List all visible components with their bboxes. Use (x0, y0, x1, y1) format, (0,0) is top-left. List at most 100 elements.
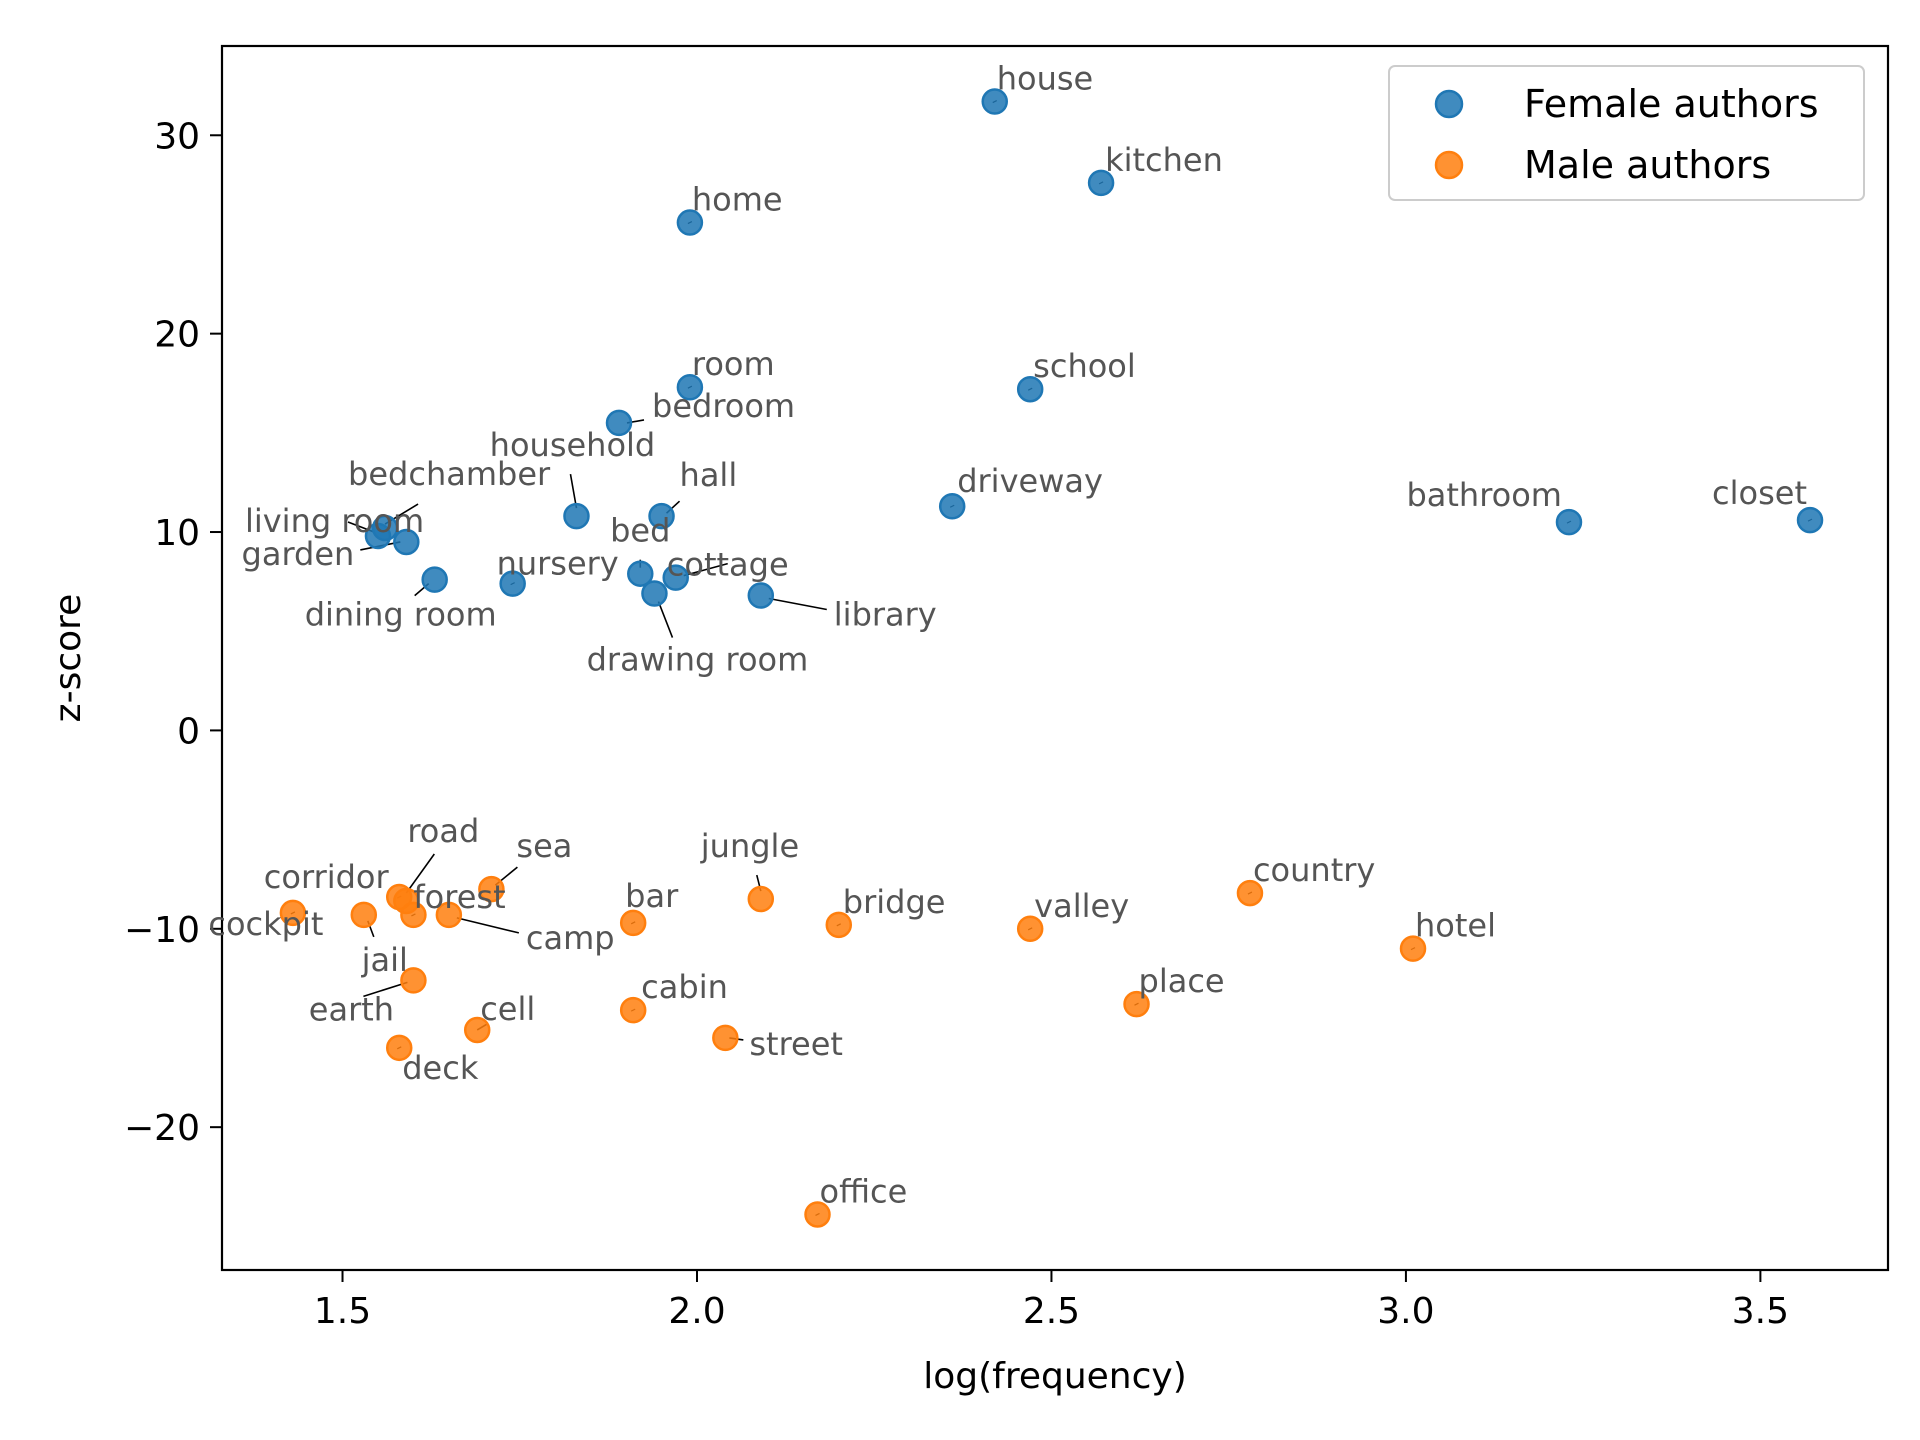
label-country: country (1253, 851, 1375, 889)
point-hall (648, 502, 675, 530)
point-deck (385, 1034, 413, 1062)
point-nursery (499, 570, 526, 597)
label-deck: deck (402, 1049, 479, 1087)
x-tick-label: 2.0 (668, 1291, 725, 1332)
point-cabin (619, 996, 647, 1024)
label-hotel: hotel (1415, 907, 1496, 945)
data-points (279, 88, 1824, 1228)
point-dining-room (421, 566, 448, 593)
point-school (1016, 375, 1044, 403)
label-living-room: living room (245, 502, 424, 540)
label-household: household (490, 426, 656, 464)
point-camp (435, 901, 463, 929)
label-hall: hall (680, 456, 738, 494)
point-household (563, 502, 590, 530)
point-bathroom (1555, 508, 1583, 536)
plot-area (220, 44, 1890, 1272)
point-bridge (825, 911, 853, 939)
point-kitchen (1087, 169, 1115, 197)
x-axis: 1.5 2.0 2.5 3.0 3.5 (314, 1270, 1789, 1332)
label-bed: bed (610, 512, 670, 550)
label-nursery: nursery (497, 545, 619, 583)
y-tick-label: 30 (154, 116, 200, 157)
label-home: home (692, 181, 783, 219)
label-street: street (749, 1025, 843, 1063)
point-garden (393, 528, 420, 556)
point-cell (463, 1016, 491, 1044)
label-driveway: driveway (957, 462, 1103, 500)
leader-household (569, 474, 578, 509)
point-cockpit (279, 899, 307, 927)
x-axis-label: log(frequency) (923, 1356, 1187, 1397)
x-tick-label: 3.0 (1377, 1291, 1434, 1332)
leader-earth (363, 981, 408, 998)
point-country (1236, 879, 1264, 907)
point-bedchamber (371, 514, 399, 542)
label-bridge: bridge (843, 883, 946, 921)
legend-box (1388, 65, 1865, 201)
point-labels: house kitchen home room school bedroomhouseho… (208, 60, 1807, 1211)
point-hotel (1399, 935, 1427, 962)
point-bed (627, 560, 654, 587)
y-tick-label: −20 (124, 1108, 200, 1149)
label-bathroom: bathroom (1406, 476, 1562, 514)
point-bedroom (605, 409, 633, 437)
point-closet (1796, 506, 1824, 534)
point-room (676, 373, 704, 401)
x-tick-label: 2.5 (1023, 1291, 1080, 1332)
point-place (1123, 990, 1150, 1018)
point-earth (400, 967, 427, 994)
label-school: school (1033, 347, 1136, 385)
y-tick-label: 0 (177, 711, 200, 752)
label-cell: cell (480, 990, 535, 1028)
label-earth: earth (309, 990, 394, 1028)
label-library: library (834, 596, 937, 634)
label-kitchen: kitchen (1105, 141, 1223, 179)
label-bar: bar (625, 877, 679, 915)
label-jail: jail (361, 941, 408, 979)
point-street (712, 1024, 739, 1052)
point-jungle (747, 885, 775, 913)
leader-cottage (683, 562, 728, 577)
legend-label-male-authors: Male authors (1524, 143, 1771, 187)
label-valley: valley (1034, 887, 1129, 925)
label-jungle: jungle (700, 827, 799, 865)
x-tick-label: 3.5 (1732, 1291, 1789, 1332)
point-driveway (938, 492, 966, 520)
point-valley (1016, 915, 1044, 943)
y-tick-label: 10 (154, 513, 200, 554)
label-camp: camp (526, 919, 615, 957)
label-garden: garden (242, 535, 355, 573)
leader-road (405, 853, 435, 894)
leader-camp (456, 917, 520, 934)
label-closet: closet (1712, 474, 1807, 512)
label-house: house (997, 60, 1094, 98)
label-cottage: cottage (667, 546, 789, 584)
label-office: office (820, 1172, 908, 1210)
label-dining-room: dining room (305, 596, 497, 634)
point-jail (350, 901, 378, 929)
point-forest (400, 901, 427, 929)
legend-marker-female-authors (1434, 89, 1464, 119)
point-cottage (662, 564, 689, 591)
label-bedchamber: bedchamber (348, 455, 551, 493)
legend: Female authors Male authors (1388, 65, 1865, 201)
legend-label-female-authors: Female authors (1524, 82, 1819, 126)
label-road: road (407, 812, 479, 850)
legend-marker-male-authors (1434, 150, 1464, 180)
label-forest: forest (413, 878, 505, 916)
label-cockpit: cockpit (208, 905, 323, 943)
point-home (676, 209, 704, 236)
label-drawing-room: drawing room (587, 641, 809, 679)
x-tick-label: 1.5 (314, 1291, 371, 1332)
y-tick-label: 20 (154, 315, 200, 356)
point-drawing-room (641, 580, 668, 607)
leader-library (768, 597, 827, 611)
label-bedroom: bedroom (652, 387, 795, 425)
point-bar (619, 909, 647, 937)
point-office (804, 1201, 831, 1228)
point-house (981, 88, 1008, 115)
label-room: room (692, 345, 775, 383)
label-sea: sea (516, 827, 572, 865)
